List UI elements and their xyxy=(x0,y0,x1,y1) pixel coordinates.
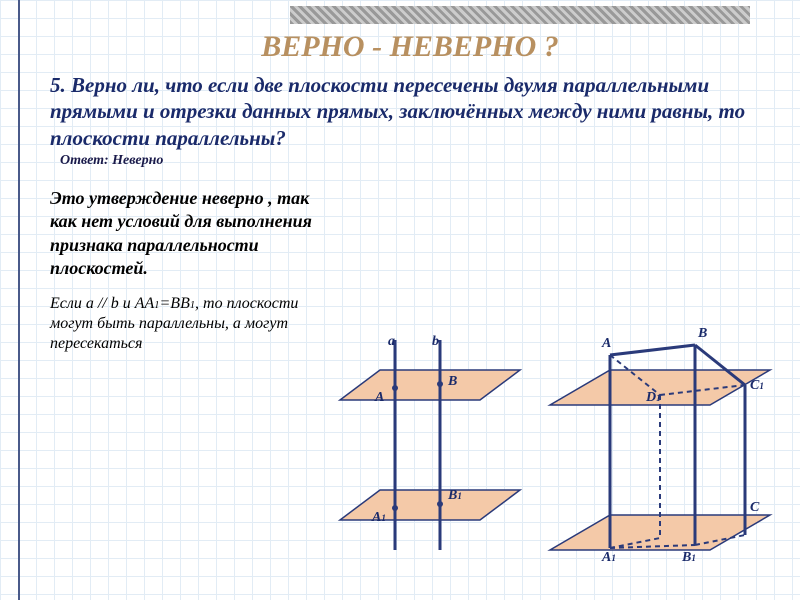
label-rA: A xyxy=(602,336,611,352)
label-rB1: B1 xyxy=(682,550,696,566)
label-A: A xyxy=(375,390,384,406)
label-rB: B xyxy=(698,326,707,342)
answer-text: Ответ: Неверно xyxy=(60,153,770,169)
label-rC1: C1 xyxy=(750,378,764,394)
label-B: B xyxy=(448,374,457,390)
label-b: b xyxy=(432,334,439,350)
label-a: a xyxy=(388,334,395,350)
label-rA1: A1 xyxy=(602,550,616,566)
diagram-prism: A B D1 C1 C A1 B1 xyxy=(520,320,780,580)
label-B1: B1 xyxy=(448,488,462,504)
label-rD1: D1 xyxy=(646,390,661,406)
cond-prefix: Если a // b и АА xyxy=(50,295,154,312)
explanation-text: Это утверждение неверно , так как нет ус… xyxy=(50,187,330,281)
condition-text: Если a // b и АА1=ВВ1, то плоскости могу… xyxy=(50,294,310,354)
cond-mid: =ВВ xyxy=(160,295,190,312)
slide-content: ВЕРНО - НЕВЕРНО ? 5. Верно ли, что если … xyxy=(0,0,800,364)
label-rC: C xyxy=(750,500,759,516)
question-text: 5. Верно ли, что если две плоскости пере… xyxy=(50,72,770,151)
slide-title: ВЕРНО - НЕВЕРНО ? xyxy=(50,30,770,64)
label-A1: A1 xyxy=(372,510,386,526)
diagram-parallel-planes: a b A B A1 B1 xyxy=(320,340,530,560)
